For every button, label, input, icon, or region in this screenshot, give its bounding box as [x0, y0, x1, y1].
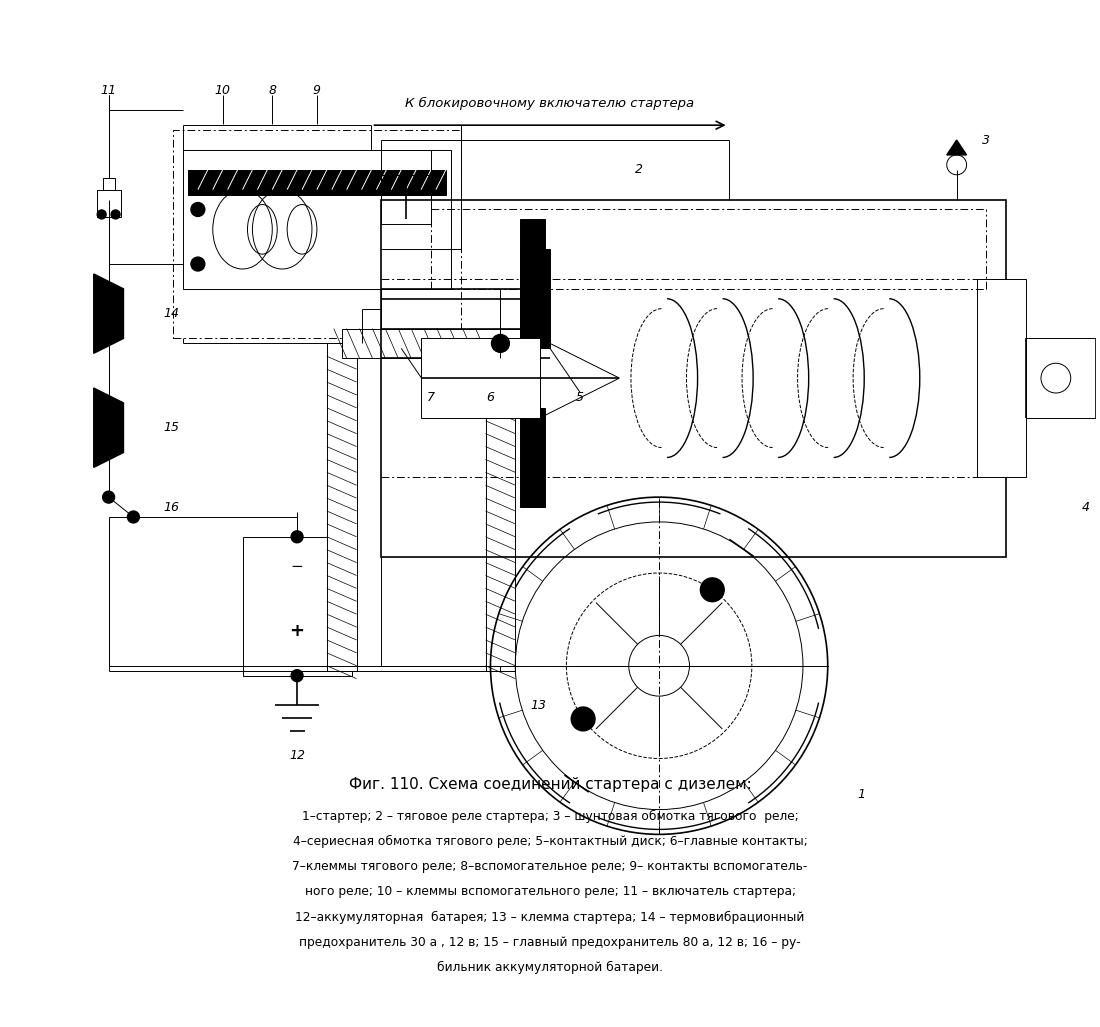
Circle shape	[111, 210, 120, 219]
Text: 5: 5	[575, 391, 584, 405]
Bar	[183, 150, 451, 289]
Text: 2: 2	[636, 163, 644, 177]
Bar	[977, 279, 1026, 478]
Text: 3: 3	[982, 134, 990, 147]
Text: +: +	[289, 622, 305, 640]
Circle shape	[191, 257, 205, 271]
Text: К блокировочному включателю стартера: К блокировочному включателю стартера	[406, 98, 694, 110]
Text: 10: 10	[214, 84, 231, 97]
Text: 9: 9	[312, 84, 321, 97]
Circle shape	[701, 578, 724, 602]
Text: 6: 6	[486, 391, 495, 405]
Bar	[173, 130, 461, 339]
Circle shape	[492, 335, 509, 352]
Bar	[1026, 339, 1096, 418]
Bar	[485, 358, 515, 671]
Text: 8: 8	[268, 84, 276, 97]
Bar	[242, 537, 352, 676]
Text: 7: 7	[427, 391, 434, 405]
Text: 12: 12	[289, 749, 305, 762]
Text: 7–клеммы тягового реле; 8–вспомогательное реле; 9– контакты вспомогатель-: 7–клеммы тягового реле; 8–вспомогательно…	[293, 861, 807, 873]
Bar	[520, 408, 544, 507]
Text: Фиг. 110. Схема соединений стартера с дизелем:: Фиг. 110. Схема соединений стартера с ди…	[349, 777, 751, 792]
Bar	[520, 250, 550, 348]
Text: 12–аккумуляторная  батарея; 13 – клемма стартера; 14 – термовибрационный: 12–аккумуляторная батарея; 13 – клемма с…	[295, 911, 805, 924]
Polygon shape	[540, 339, 619, 418]
Text: 15: 15	[163, 421, 179, 434]
Circle shape	[191, 202, 205, 217]
Text: 14: 14	[163, 307, 179, 320]
Polygon shape	[947, 140, 967, 155]
Text: ного реле; 10 – клеммы вспомогательного реле; 11 – включатель стартера;: ного реле; 10 – клеммы вспомогательного …	[305, 885, 795, 899]
Bar	[520, 220, 544, 339]
Text: 11: 11	[100, 84, 117, 97]
Bar	[102, 178, 114, 190]
Bar	[97, 190, 121, 218]
Text: бильник аккумуляторной батареи.: бильник аккумуляторной батареи.	[437, 961, 663, 975]
Text: предохранитель 30 а , 12 в; 15 – главный предохранитель 80 а, 12 в; 16 – ру-: предохранитель 30 а , 12 в; 15 – главный…	[299, 936, 801, 949]
Text: 16: 16	[163, 500, 179, 514]
Circle shape	[128, 511, 140, 523]
Bar	[188, 169, 446, 194]
Circle shape	[292, 531, 302, 542]
Text: 4: 4	[1081, 500, 1090, 514]
Text: 1–стартер; 2 – тяговое реле стартера; 3 – шунтовая обмотка тягового  реле;: 1–стартер; 2 – тяговое реле стартера; 3 …	[301, 809, 799, 823]
Text: 13: 13	[530, 699, 547, 712]
Bar	[421, 339, 540, 418]
Bar	[382, 175, 431, 224]
Circle shape	[102, 491, 114, 503]
Bar	[382, 199, 1006, 557]
Circle shape	[97, 210, 106, 219]
Text: −: −	[290, 559, 304, 574]
Circle shape	[571, 707, 595, 731]
Polygon shape	[94, 274, 123, 353]
Text: 1: 1	[858, 788, 866, 801]
Text: 4–сериесная обмотка тягового реле; 5–контактный диск; 6–главные контакты;: 4–сериесная обмотка тягового реле; 5–кон…	[293, 835, 807, 848]
Bar	[342, 329, 500, 358]
Circle shape	[292, 670, 302, 682]
Polygon shape	[94, 388, 123, 467]
Bar	[327, 343, 356, 671]
